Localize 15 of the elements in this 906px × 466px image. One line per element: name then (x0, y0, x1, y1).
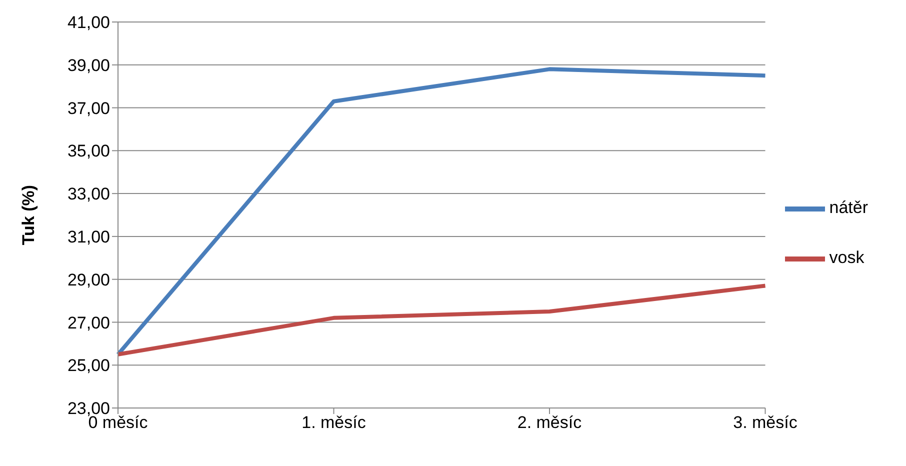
y-tick-label: 35,00 (67, 142, 110, 161)
y-tick-label: 27,00 (67, 313, 110, 332)
y-tick-label: 31,00 (67, 227, 110, 246)
legend-label: nátěr (829, 198, 868, 217)
x-tick-label: 2. měsíc (517, 413, 582, 432)
legend-label: vosk (829, 248, 864, 267)
y-tick-label: 41,00 (67, 13, 110, 32)
y-tick-label: 33,00 (67, 184, 110, 204)
y-tick-label: 29,00 (67, 270, 110, 290)
y-tick-label: 39,00 (67, 56, 110, 75)
x-tick-label: 3. měsíc (733, 413, 798, 432)
y-tick-label: 25,00 (67, 356, 110, 376)
y-axis-title: Tuk (%) (19, 184, 38, 246)
y-tick-label: 37,00 (67, 98, 110, 118)
x-tick-label: 1. měsíc (302, 413, 366, 432)
